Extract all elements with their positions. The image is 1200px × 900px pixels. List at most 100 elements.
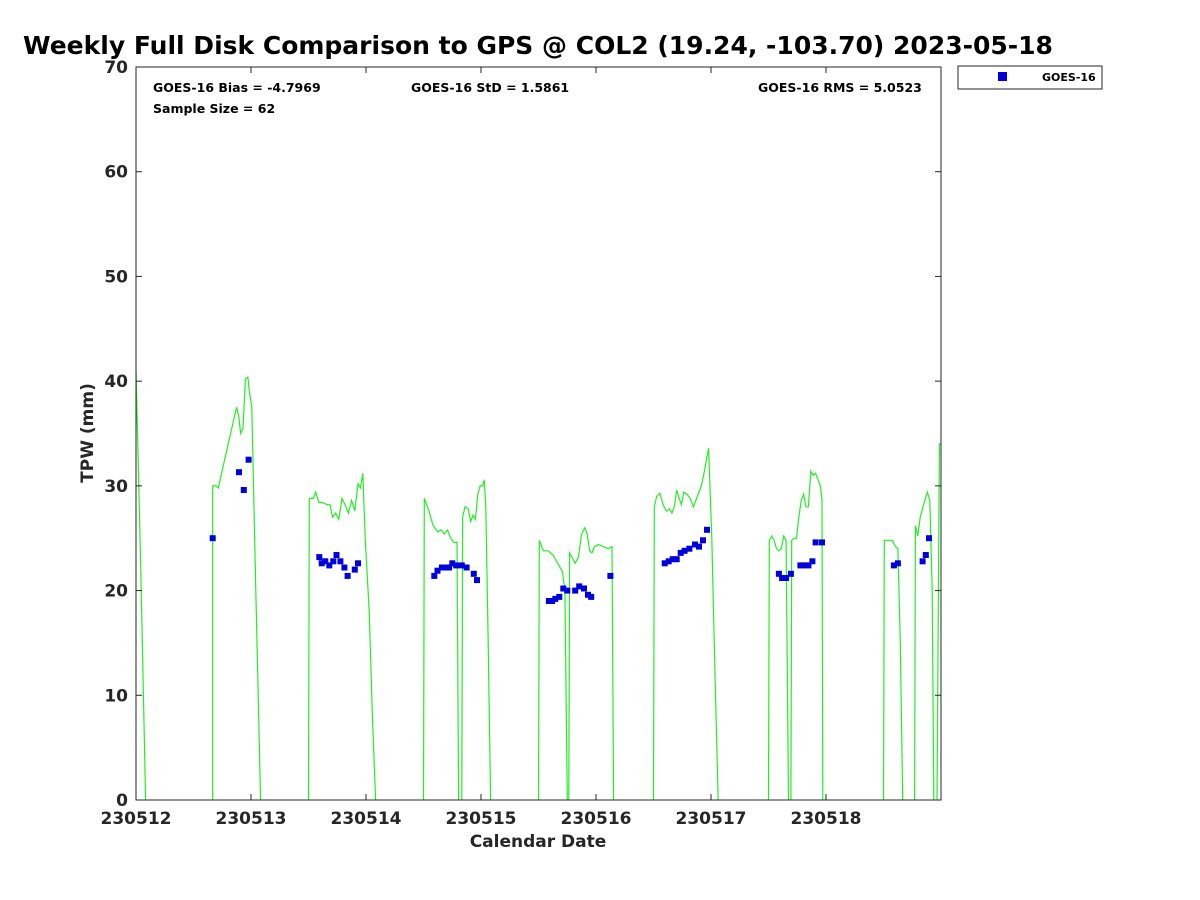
gps-line-segment [307, 473, 377, 801]
std-stat: GOES-16 StD = 1.5861 [411, 80, 569, 95]
gps-line-segment [461, 479, 492, 801]
goes16-point [245, 456, 252, 463]
goes16-point [333, 552, 340, 558]
goes16-point [446, 564, 453, 571]
goes16-point [337, 558, 344, 565]
axis-ticks: 0 10 20 30 40 50 60 70 230512 230513 230514 230515 2… [101, 58, 941, 829]
y-tick-label: 40 [104, 372, 128, 392]
x-tick-label: 230518 [791, 809, 862, 829]
gps-line-segment [767, 534, 790, 801]
x-tick-label: 230515 [446, 809, 517, 829]
legend: GOES-16 [957, 65, 1103, 90]
goes16-point [442, 564, 449, 571]
rms-stat: GOES-16 RMS = 5.0523 [758, 80, 922, 95]
gps-line-segment [913, 489, 935, 801]
goes16-point [560, 585, 567, 592]
goes16-point [431, 572, 438, 579]
goes16-point [686, 545, 693, 552]
goes16-point [819, 539, 825, 546]
goes16-point [588, 593, 595, 600]
goes16-point [894, 560, 901, 567]
goes16-point [330, 558, 337, 565]
legend-box [957, 65, 1103, 90]
goes16-point [669, 556, 676, 563]
goes16-point [581, 585, 587, 592]
goes16-point [787, 570, 794, 577]
goes16-point [240, 487, 247, 493]
goes16-point [449, 560, 456, 567]
goes16-point [700, 537, 706, 544]
gps-line-segment [936, 443, 941, 801]
goes16-point [607, 572, 614, 579]
goes16-point [236, 469, 242, 476]
goes16-point [453, 562, 460, 569]
goes16-point [585, 591, 591, 598]
goes16-point [890, 562, 897, 569]
goes16-point [434, 567, 441, 574]
goes16-point [344, 572, 351, 579]
goes16-point [926, 535, 932, 542]
goes16-point [209, 535, 216, 542]
y-axis-label: TPW (mm) [78, 383, 98, 483]
gps-line-segment [790, 469, 824, 801]
goes16-point [318, 560, 325, 567]
goes16-point [322, 558, 329, 565]
goes16-point [677, 549, 684, 556]
goes16-point [775, 570, 782, 577]
goes16-point [922, 552, 929, 558]
gps-line-segment [212, 375, 262, 801]
goes16-point [438, 564, 445, 571]
gps-line-segment [422, 498, 460, 801]
y-tick-label: 20 [104, 582, 128, 602]
goes16-point [316, 554, 323, 561]
x-tick-label: 230516 [561, 809, 632, 829]
x-tick-label: 230517 [676, 809, 747, 829]
goes16-point [351, 566, 358, 573]
plot-area [135, 370, 941, 801]
bias-stat: GOES-16 Bias = -4.7969 [153, 80, 321, 95]
sample-size-stat: Sample Size = 62 [153, 101, 275, 116]
goes16-point [545, 598, 552, 604]
goes16-point [665, 558, 672, 565]
goes16-point [673, 556, 680, 563]
y-tick-label: 70 [104, 58, 128, 78]
goes16-point [564, 587, 571, 594]
goes16-point [681, 547, 688, 554]
goes16-point [704, 526, 710, 533]
chart-title: Weekly Full Disk Comparison to GPS @ COL… [23, 31, 1053, 60]
goes16-point [919, 558, 926, 565]
y-tick-label: 30 [104, 477, 128, 497]
gps-line-segment [135, 370, 147, 801]
goes16-point [470, 570, 477, 577]
y-tick-label: 10 [104, 686, 128, 706]
goes16-point [692, 541, 698, 548]
x-tick-label: 230513 [216, 809, 287, 829]
x-axis-label: Calendar Date [470, 832, 607, 852]
plot-frame [135, 66, 942, 801]
goes16-point [326, 562, 333, 569]
legend-label-goes16: GOES-16 [1042, 71, 1096, 84]
goes16-point [696, 543, 702, 550]
x-tick-label: 230512 [101, 809, 172, 829]
goes16-point [549, 598, 556, 604]
goes16-point [783, 575, 790, 581]
goes16-point [797, 562, 804, 569]
goes16-point [661, 560, 668, 567]
legend-marker-goes16 [998, 72, 1007, 81]
goes16-point [809, 558, 816, 565]
goes16-point [355, 560, 361, 567]
goes16-point [812, 539, 819, 546]
goes16-point [458, 562, 465, 569]
goes16-point [556, 593, 563, 600]
goes16-point [779, 575, 786, 581]
goes16-point [572, 587, 579, 594]
x-tick-label: 230514 [331, 809, 402, 829]
goes16-point [474, 577, 480, 584]
gps-line-segment [537, 540, 568, 801]
y-tick-label: 60 [104, 163, 128, 183]
gps-line-segment [652, 448, 719, 801]
y-tick-label: 0 [116, 791, 128, 811]
gps-line-segment [568, 526, 615, 801]
y-tick-label: 50 [104, 267, 128, 287]
